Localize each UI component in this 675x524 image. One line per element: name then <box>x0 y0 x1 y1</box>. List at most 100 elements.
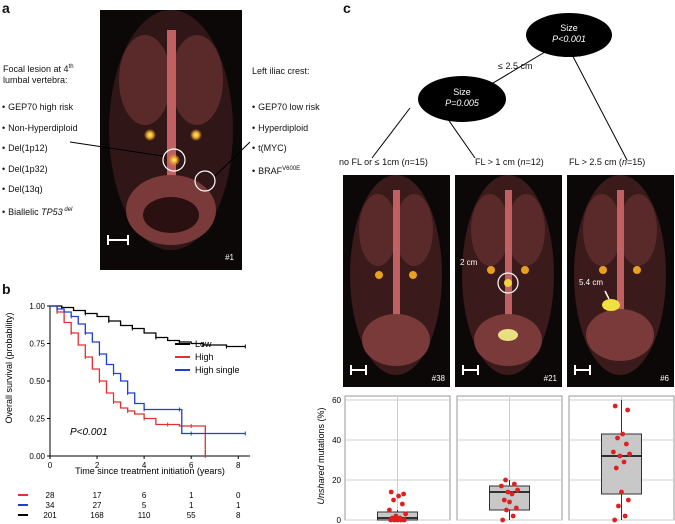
pet-ct-scan-a: #1 <box>100 10 242 270</box>
right-finding: Hyperdiploid <box>252 123 320 134</box>
boxplot-y-axis-label: Unshared mutations (%) <box>316 407 326 504</box>
right-findings-list: GEP70 low risk Hyperdiploid t(MYC) BRAFV… <box>252 102 320 186</box>
tree-root-node: Size P<0.001 <box>526 13 612 57</box>
box <box>601 433 642 495</box>
data-point <box>615 435 620 441</box>
survival-curve-low <box>50 305 246 348</box>
panel-c-letter: c <box>343 0 351 16</box>
left-finding-tp53: Biallelic TP53 del <box>2 205 78 218</box>
data-point <box>401 517 407 523</box>
data-point <box>401 491 407 497</box>
data-point <box>389 515 395 521</box>
data-point <box>397 515 403 521</box>
risk-table-count: 8 <box>236 511 241 520</box>
legend-label: High <box>195 352 214 362</box>
data-point <box>511 481 517 487</box>
data-point <box>399 501 405 507</box>
y-tick-label: 40 <box>332 436 341 445</box>
pet-ct-scan-group-1: #38 <box>343 175 450 387</box>
scan-id-group-3: #6 <box>660 374 669 383</box>
data-point <box>387 507 392 513</box>
x-tick-label: 2 <box>95 461 100 470</box>
data-point <box>623 441 629 447</box>
pet-ct-body-illustration <box>107 10 233 250</box>
data-point <box>619 489 624 495</box>
lesion-size-annotation-3: 5.4 cm <box>579 278 604 287</box>
data-point <box>617 453 623 459</box>
risk-table-count: 1 <box>236 501 241 510</box>
left-finding: Non-Hyperdiploid <box>2 123 78 134</box>
tree-child-node: Size P=0.005 <box>418 76 506 122</box>
risk-table-count: 168 <box>90 511 104 520</box>
survival-chart: 0.00 0.25 0.50 0.75 1.00 0 2 4 6 8 Low High High sin… <box>4 302 250 520</box>
data-point <box>513 505 519 511</box>
data-point <box>391 497 396 503</box>
data-point <box>509 491 515 497</box>
data-point <box>499 483 504 489</box>
legend-label: Low <box>195 339 212 349</box>
left-heading: Focal lesion at 4th lumbal vertebra: <box>3 64 74 85</box>
lesion-size-annotation-2: 2 cm <box>460 258 478 267</box>
pet-ct-scan-group-2: 2 cm #21 <box>455 175 562 387</box>
y-tick-label: 1.00 <box>29 302 45 311</box>
group-label-1: no FL or ≤ 1cm (n=15) <box>339 157 428 167</box>
left-finding: Del(1p32) <box>2 164 78 175</box>
scan-id-group-1: #38 <box>431 374 445 383</box>
left-finding: Del(1p12) <box>2 143 78 154</box>
left-finding: GEP70 high risk <box>2 102 78 113</box>
y-tick-label: 0.00 <box>29 452 45 461</box>
data-point <box>616 503 621 509</box>
y-tick-label: 60 <box>332 396 341 405</box>
risk-table-count: 6 <box>142 491 147 500</box>
risk-table-count: 28 <box>46 491 55 500</box>
risk-table-count: 55 <box>187 511 196 520</box>
data-point <box>611 449 616 455</box>
group-label-3: FL > 2.5 cm (n=15) <box>569 157 646 167</box>
data-point <box>504 507 509 513</box>
x-tick-label: 6 <box>189 461 194 470</box>
scan-id-label: #1 <box>225 253 234 262</box>
data-point <box>388 489 394 495</box>
data-point <box>625 407 631 413</box>
data-point <box>613 465 619 471</box>
data-point <box>627 451 632 457</box>
risk-table-count: 17 <box>93 491 102 500</box>
risk-table-count: 5 <box>142 501 147 510</box>
data-point <box>501 497 507 503</box>
right-heading: Left iliac crest: <box>252 66 310 76</box>
p-value-label: P<0.001 <box>70 427 108 438</box>
data-point <box>507 499 512 505</box>
risk-table-count: 110 <box>138 511 151 520</box>
pet-ct-scan-group-3: 5.4 cm #6 <box>567 175 674 387</box>
panel-a-letter: a <box>2 0 10 16</box>
x-tick-label: 8 <box>236 461 241 470</box>
risk-table-count: 1 <box>189 491 194 500</box>
risk-table-count: 34 <box>46 501 55 510</box>
decision-tree <box>371 39 628 161</box>
survival-curve-high-single <box>50 305 246 435</box>
right-finding-braf: BRAFV600E <box>252 164 320 177</box>
y-axis-label: Overall survival (probability) <box>4 312 14 423</box>
data-point <box>612 403 618 409</box>
risk-table-count: 27 <box>93 501 102 510</box>
data-point <box>612 517 618 523</box>
mutation-boxplot-chart: 0 20 40 60 Unshared mutations (%) <box>316 395 675 524</box>
tree-edge-label: ≤ 2.5 cm <box>498 61 533 71</box>
scan-id-group-2: #21 <box>543 374 557 383</box>
box <box>489 485 530 511</box>
right-finding: t(MYC) <box>252 143 320 154</box>
panel-b-letter: b <box>2 281 11 297</box>
x-tick-label: 4 <box>142 461 147 470</box>
data-point <box>503 477 508 483</box>
y-tick-label: 0.25 <box>29 415 45 424</box>
data-point <box>505 489 511 495</box>
data-point <box>622 513 628 519</box>
data-point <box>620 431 625 437</box>
legend-label: High single <box>195 365 240 375</box>
y-tick-label: 0.75 <box>29 340 45 349</box>
group-label-2: FL > 1 cm (n=12) <box>475 157 544 167</box>
y-tick-label: 0.50 <box>29 377 45 386</box>
data-point <box>510 513 516 519</box>
lesion-circle-iliac <box>194 170 216 192</box>
left-finding: Del(13q) <box>2 184 78 195</box>
